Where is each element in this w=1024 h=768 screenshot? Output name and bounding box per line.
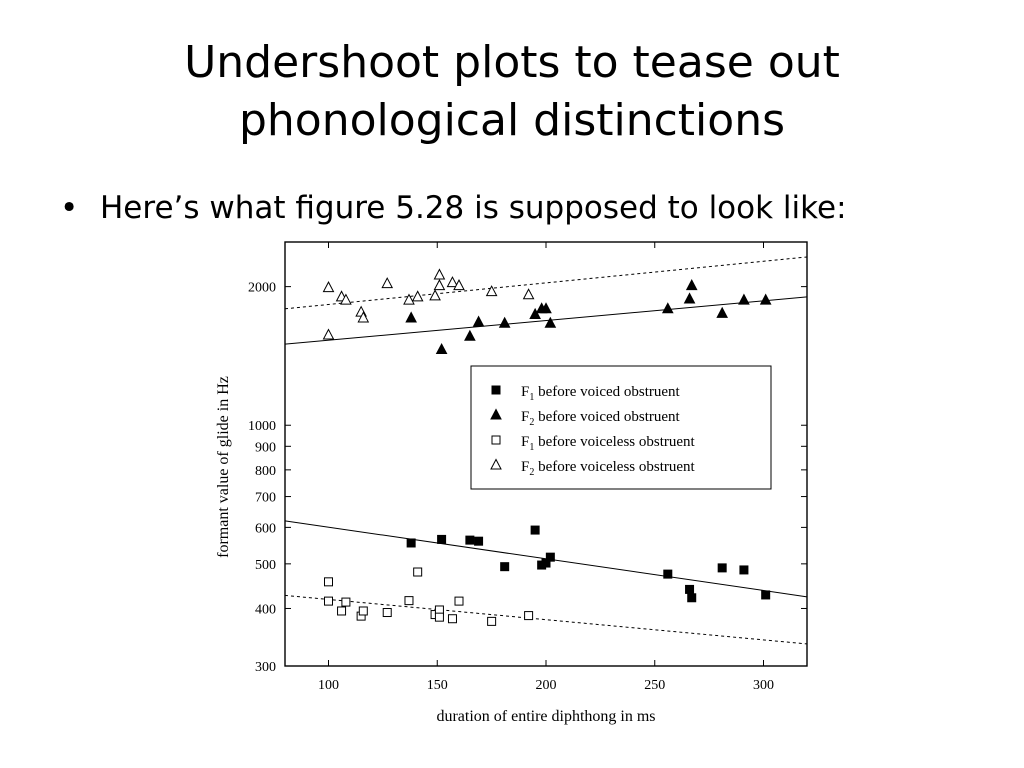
data-point xyxy=(522,288,535,300)
data-point xyxy=(529,307,541,319)
y-tick-label: 700 xyxy=(255,491,276,506)
data-point xyxy=(454,596,464,606)
data-point xyxy=(739,565,749,575)
data-point xyxy=(340,293,352,305)
data-point xyxy=(411,290,424,302)
data-point xyxy=(433,279,446,291)
data-point xyxy=(717,563,727,573)
data-point xyxy=(761,590,771,600)
data-point xyxy=(685,584,695,594)
data-point xyxy=(663,569,673,579)
data-point xyxy=(322,328,335,340)
data-point xyxy=(382,608,392,618)
data-point xyxy=(446,276,459,288)
data-point xyxy=(434,612,444,622)
slide-title: Undershoot plots to tease out phonologic… xyxy=(0,34,1024,150)
data-point xyxy=(716,306,729,318)
data-point xyxy=(540,302,552,314)
legend: F1 before voiced obstruent F2 before voic… xyxy=(470,365,772,490)
slide-title-line-1: Undershoot plots to tease out xyxy=(184,37,840,88)
data-point xyxy=(433,268,446,280)
legend-entry: F1 before voiceless obstruent xyxy=(521,434,696,453)
data-point xyxy=(322,281,335,293)
data-point xyxy=(429,289,441,301)
legend-entry: F2 before voiceless obstruent xyxy=(521,459,696,478)
data-point xyxy=(498,316,511,328)
x-tick-label: 100 xyxy=(318,678,339,693)
data-point xyxy=(337,606,347,616)
data-point xyxy=(453,279,465,291)
axis-ticks: 100 150 200 250 300 300 400 500 600 700 800 900 1000… xyxy=(248,242,807,693)
data-point xyxy=(381,277,394,289)
data-point xyxy=(435,342,448,355)
bullet-icon: • xyxy=(60,190,79,226)
regression-line xyxy=(284,256,808,310)
x-tick-label: 300 xyxy=(753,678,774,693)
data-point xyxy=(404,596,414,606)
data-point xyxy=(472,315,485,327)
data-point xyxy=(324,596,333,606)
bullet-text: Here’s what figure 5.28 is supposed to l… xyxy=(100,190,847,226)
x-tick-label: 250 xyxy=(644,678,665,693)
legend-marker xyxy=(491,435,501,445)
y-tick-label: 400 xyxy=(255,602,276,617)
legend-marker xyxy=(490,458,502,470)
data-point xyxy=(464,329,476,341)
legend-marker xyxy=(491,385,501,395)
data-point xyxy=(487,616,497,626)
y-tick-label: 300 xyxy=(255,660,276,675)
data-point xyxy=(406,538,416,548)
data-point xyxy=(465,535,475,545)
regression-line xyxy=(284,296,808,345)
x-tick-label: 150 xyxy=(427,678,448,693)
data-point xyxy=(413,567,423,577)
y-tick-label: 800 xyxy=(255,464,276,479)
data-point xyxy=(324,577,333,587)
legend-entry: F2 before voiced obstruent xyxy=(521,409,681,428)
data-point xyxy=(759,293,772,305)
data-point xyxy=(358,606,368,616)
x-axis-label: duration of entire diphthong in ms xyxy=(436,708,655,725)
data-point xyxy=(524,611,534,621)
y-tick-label: 500 xyxy=(255,558,276,573)
data-point xyxy=(530,525,540,535)
data-point xyxy=(687,593,697,603)
x-tick-label: 200 xyxy=(536,678,557,693)
data-point xyxy=(341,597,351,607)
y-tick-label: 900 xyxy=(255,440,276,455)
data-point xyxy=(474,536,484,546)
y-axis-label: formant value of glide in Hz xyxy=(215,376,232,558)
legend-box xyxy=(470,365,772,490)
data-point xyxy=(661,302,674,314)
data-point xyxy=(357,311,370,323)
data-point xyxy=(403,293,415,305)
data-point xyxy=(545,552,555,562)
bullet-item: • Here’s what figure 5.28 is supposed to … xyxy=(60,188,847,228)
y-tick-label: 600 xyxy=(255,521,276,536)
y-tick-label: 1000 xyxy=(248,419,276,434)
data-points xyxy=(322,268,772,626)
legend-marker xyxy=(490,408,502,420)
slide-title-line-2: phonological distinctions xyxy=(238,95,786,146)
data-point xyxy=(405,311,417,323)
data-point xyxy=(685,279,698,291)
y-tick-label: 2000 xyxy=(248,281,276,296)
data-point xyxy=(500,562,510,572)
data-point xyxy=(485,285,498,297)
data-point xyxy=(437,534,447,544)
data-point xyxy=(683,292,696,304)
data-point xyxy=(447,614,457,624)
data-point xyxy=(738,293,750,305)
data-point xyxy=(544,316,557,328)
legend-entry: F1 before voiced obstruent xyxy=(521,384,681,403)
